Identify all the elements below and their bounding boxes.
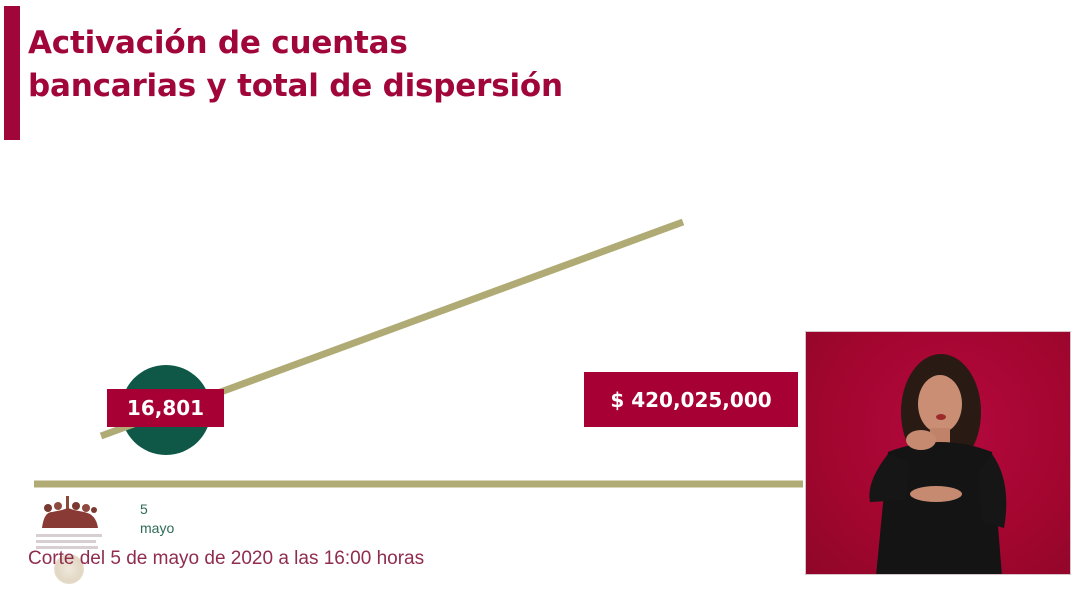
logo-caption <box>36 546 98 549</box>
tick-day: 5 <box>140 501 148 517</box>
accounts-value-label: 16,801 <box>107 389 224 427</box>
government-logo <box>36 492 104 587</box>
logo-caption <box>36 540 96 543</box>
national-seal-icon <box>54 554 84 584</box>
tick-month: mayo <box>140 520 175 536</box>
logo-caption <box>36 534 102 537</box>
dispersion-value-label: $ 420,025,000 <box>584 372 798 427</box>
title-line-2: bancarias y total de dispersión <box>28 68 563 104</box>
page-title: Activación de cuentas bancarias y total … <box>28 22 563 108</box>
sign-language-interpreter-video <box>805 331 1071 575</box>
title-line-1: Activación de cuentas <box>28 25 408 61</box>
x-axis-tick-label: 5 mayo <box>140 500 174 538</box>
historic-figures-icon <box>42 496 98 528</box>
data-cutoff-note: Corte del 5 de mayo de 2020 a las 16:00 … <box>28 548 425 569</box>
interpreter-figure <box>869 354 1007 574</box>
title-accent-bar <box>4 6 20 140</box>
